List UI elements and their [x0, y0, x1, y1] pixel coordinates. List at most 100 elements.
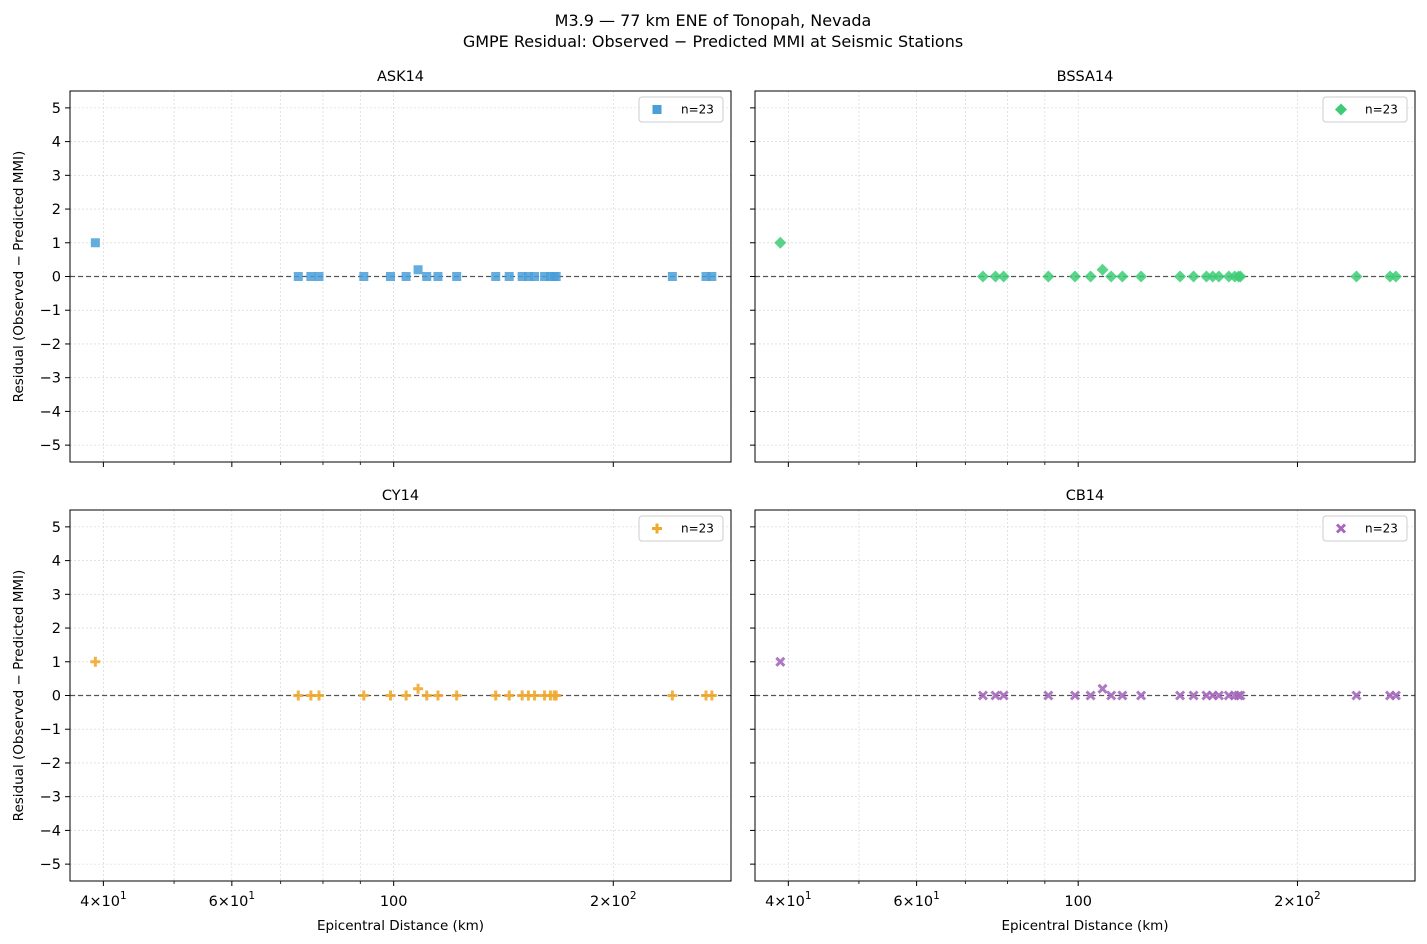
panel-ask14: −5 −4 −3 −2 −1 0 1 2 3 4 5 ASK14 Residual (Observed … — [11, 69, 732, 467]
data-point — [1175, 690, 1186, 701]
data-point — [517, 272, 527, 281]
legend: n=23 — [1322, 96, 1408, 123]
y-axis-label: Residual (Observed − Predicted MMI) — [11, 570, 27, 822]
legend-label: n=23 — [681, 522, 714, 536]
y-tick-label: −5 — [40, 857, 61, 873]
legend-box — [638, 515, 724, 542]
data-point — [1235, 690, 1246, 701]
series-points-bssa14 — [774, 236, 1402, 283]
data-point — [306, 272, 316, 281]
data-point — [1084, 270, 1097, 283]
data-point — [1069, 270, 1082, 283]
legend-marker — [1335, 523, 1347, 534]
data-point — [401, 690, 412, 701]
x-tick-label: 2×102 — [1274, 890, 1321, 910]
legend-marker — [652, 105, 662, 114]
data-point — [1187, 270, 1200, 283]
legend: n=23 — [638, 96, 724, 123]
data-point — [313, 690, 324, 701]
y-tick-label: 5 — [52, 101, 61, 117]
data-point — [1174, 270, 1187, 283]
data-point — [1389, 270, 1402, 283]
data-point — [452, 272, 462, 281]
series-points-cy14 — [90, 656, 717, 701]
data-point — [451, 690, 462, 701]
data-point — [775, 656, 786, 667]
y-tick-label: −3 — [40, 790, 61, 806]
panel-cb14: 4×101 6×101 100 2×102 CB14 Epicentral Distanc… — [750, 488, 1416, 934]
data-point — [90, 656, 101, 667]
y-tick-label: 3 — [52, 587, 61, 603]
data-point — [385, 690, 396, 701]
data-point — [1085, 690, 1096, 701]
y-tick-label: −1 — [40, 303, 61, 319]
data-point — [358, 690, 369, 701]
x-tick-label: 6×101 — [209, 890, 256, 910]
data-point — [551, 690, 562, 701]
grid-cb14 — [755, 510, 1415, 881]
x-axis-label: Epicentral Distance (km) — [317, 918, 484, 934]
data-point — [385, 272, 395, 281]
data-point — [706, 690, 717, 701]
data-point — [1390, 690, 1401, 701]
data-point — [1213, 690, 1224, 701]
x-tick-label: 100 — [1064, 894, 1092, 910]
data-point — [90, 238, 100, 248]
x-axis-label: Epicentral Distance (km) — [1001, 918, 1168, 934]
y-tick-label: −2 — [40, 337, 61, 353]
data-point — [989, 270, 1002, 283]
data-point — [504, 690, 515, 701]
legend-box — [638, 96, 724, 123]
data-point — [422, 272, 432, 281]
data-point — [359, 272, 369, 281]
data-point — [1350, 270, 1363, 283]
y-tick-label: −4 — [40, 823, 61, 839]
y-tick-label: 0 — [52, 270, 61, 286]
y-tick-label: 5 — [52, 520, 61, 536]
data-point — [523, 272, 533, 281]
y-tick-label: 4 — [52, 554, 61, 570]
data-point — [529, 690, 540, 701]
data-point — [976, 270, 989, 283]
data-point — [1105, 270, 1118, 283]
panel-title: BSSA14 — [1057, 69, 1114, 85]
grid-bssa14 — [755, 91, 1415, 462]
panel-title: CB14 — [1066, 488, 1105, 504]
data-point — [293, 272, 303, 281]
x-tick-label: 100 — [380, 894, 408, 910]
y-tick-label: 2 — [52, 621, 61, 637]
data-point — [1096, 263, 1109, 276]
y-axis-label: Residual (Observed − Predicted MMI) — [11, 151, 27, 403]
y-tick-label: −3 — [40, 371, 61, 387]
data-point — [432, 690, 443, 701]
data-point — [1212, 270, 1225, 283]
data-point — [1234, 270, 1247, 283]
data-point — [1042, 270, 1055, 283]
data-point — [1043, 690, 1054, 701]
y-tick-label: 1 — [52, 236, 61, 252]
y-tick-label: −2 — [40, 756, 61, 772]
data-point — [530, 272, 540, 281]
subplots-container: −5 −4 −3 −2 −1 0 1 2 3 4 5 ASK14 Residual (Observed … — [11, 69, 1416, 934]
data-point — [1116, 270, 1129, 283]
data-point — [1206, 270, 1219, 283]
x-tick-label: 2×102 — [590, 890, 637, 910]
y-tick-label: 0 — [52, 689, 61, 705]
panel-title: CY14 — [382, 488, 419, 504]
series-points-ask14 — [90, 238, 717, 281]
data-point — [551, 272, 561, 281]
x-tick-label: 4×101 — [765, 890, 812, 910]
y-tick-label: 2 — [52, 202, 61, 218]
legend-marker — [1335, 103, 1347, 116]
y-tick-label: −5 — [40, 438, 61, 454]
series-points-cb14 — [775, 656, 1401, 701]
data-point — [1136, 690, 1147, 701]
data-point — [314, 272, 324, 281]
data-point — [433, 272, 443, 281]
panel-title: ASK14 — [377, 69, 424, 85]
figure-title-line2: GMPE Residual: Observed − Predicted MMI … — [463, 32, 963, 51]
data-point — [540, 272, 550, 281]
legend-box — [1322, 96, 1408, 123]
data-point — [490, 690, 501, 701]
